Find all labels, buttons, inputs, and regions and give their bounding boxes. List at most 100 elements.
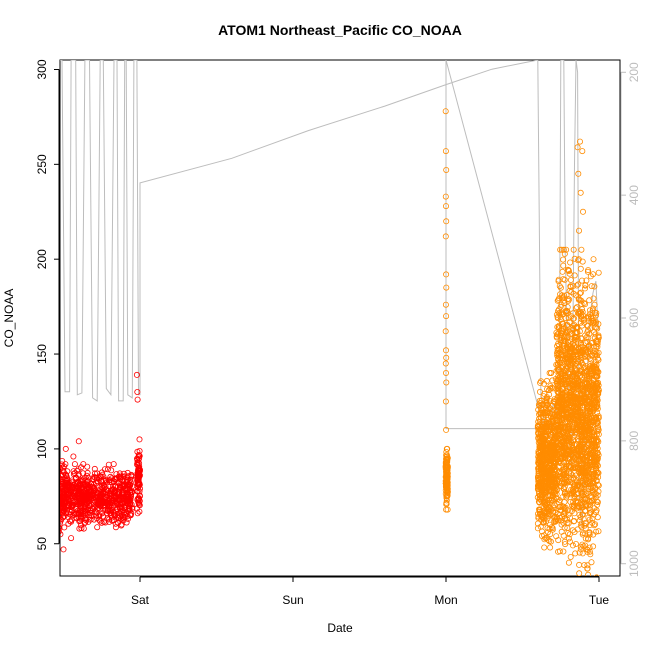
data-point: [49, 502, 54, 507]
data-point: [11, 464, 16, 469]
data-point: [586, 531, 593, 538]
data-point: [563, 406, 570, 413]
data-point: [8, 526, 13, 531]
data-point: [32, 479, 37, 484]
data-point: [30, 503, 35, 508]
data-point: [547, 506, 554, 513]
data-point: [576, 458, 583, 465]
data-point: [42, 478, 47, 483]
data-point: [570, 246, 577, 253]
data-point: [49, 496, 54, 501]
data-point: [43, 505, 48, 510]
data-point: [49, 509, 54, 514]
data-point: [560, 262, 567, 269]
data-point: [40, 494, 45, 499]
data-point: [563, 413, 570, 420]
data-point: [561, 431, 568, 438]
data-point: [42, 491, 47, 496]
data-point: [539, 469, 546, 476]
data-point: [584, 546, 591, 553]
data-point: [38, 509, 43, 514]
data-point: [576, 494, 583, 501]
data-point: [53, 507, 58, 512]
data-point: [112, 476, 119, 483]
data-point: [551, 502, 558, 509]
data-point: [537, 414, 544, 421]
data-point: [42, 495, 47, 500]
data-point: [68, 516, 75, 523]
data-point: [590, 543, 597, 550]
data-point: [49, 509, 54, 514]
data-point: [51, 489, 56, 494]
data-point: [443, 313, 450, 320]
data-point: [49, 494, 54, 499]
data-point: [42, 474, 47, 479]
data-point: [442, 193, 449, 200]
data-point: [43, 498, 48, 503]
data-point: [85, 474, 92, 481]
data-point: [575, 378, 582, 385]
data-point: [31, 500, 36, 505]
data-point: [540, 453, 547, 460]
data-point: [575, 170, 582, 177]
data-point: [102, 499, 109, 506]
data-point: [21, 492, 26, 497]
data-point: [136, 436, 143, 443]
data-point: [134, 470, 141, 477]
data-point: [576, 517, 583, 524]
data-point: [39, 502, 44, 507]
data-point: [567, 283, 574, 290]
data-point: [85, 478, 92, 485]
data-point: [556, 295, 563, 302]
data-point: [562, 464, 569, 471]
data-point: [36, 467, 41, 472]
data-point: [573, 541, 580, 548]
data-point: [49, 510, 54, 515]
data-point: [40, 527, 45, 532]
data-point: [18, 420, 23, 425]
data-point: [17, 521, 22, 526]
data-point: [15, 505, 20, 510]
data-point: [556, 309, 563, 316]
data-point: [30, 504, 35, 509]
data-point: [585, 432, 592, 439]
data-point: [9, 518, 14, 523]
data-point: [25, 456, 30, 461]
data-point: [17, 496, 22, 501]
data-point: [43, 500, 48, 505]
x-tick-label: Sat: [131, 593, 150, 607]
data-point: [94, 524, 101, 531]
data-point: [49, 510, 54, 515]
data-point: [39, 526, 44, 531]
data-point: [560, 532, 567, 539]
data-point: [38, 509, 43, 514]
data-point: [19, 493, 24, 498]
data-point: [566, 328, 573, 335]
data-point: [554, 486, 561, 493]
data-point: [26, 504, 31, 509]
data-point: [39, 480, 44, 485]
data-point: [584, 380, 591, 387]
data-point: [86, 512, 93, 519]
data-point: [443, 448, 450, 455]
data-point: [15, 479, 20, 484]
data-point: [595, 528, 602, 535]
data-point: [580, 421, 587, 428]
data-point: [12, 484, 17, 489]
data-point: [53, 507, 58, 512]
data-point: [31, 496, 36, 501]
data-point: [26, 497, 31, 502]
data-point: [581, 432, 588, 439]
data-point: [35, 473, 40, 478]
data-point: [48, 509, 53, 514]
data-point: [100, 513, 107, 520]
data-point: [26, 492, 31, 497]
data-point: [43, 503, 48, 508]
data-point: [565, 267, 572, 274]
data-point: [76, 507, 83, 514]
data-point: [17, 476, 22, 481]
data-point: [538, 434, 545, 441]
data-point: [572, 550, 579, 557]
data-point: [442, 477, 449, 484]
data-point: [60, 531, 64, 538]
